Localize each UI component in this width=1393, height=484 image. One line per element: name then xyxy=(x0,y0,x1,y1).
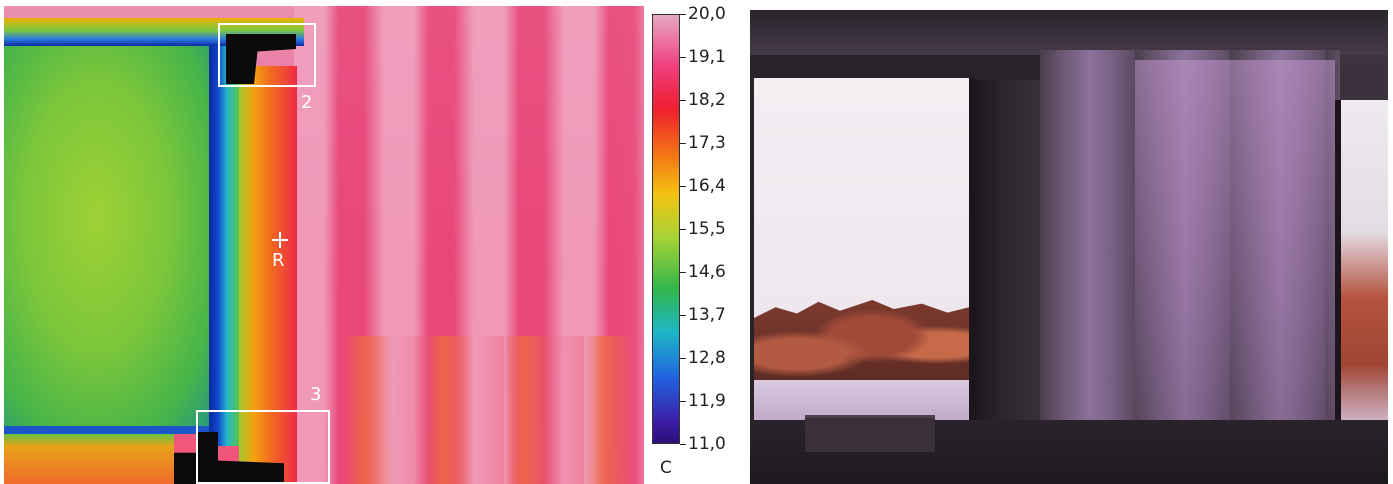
crosshair-marker-icon xyxy=(272,232,288,248)
scale-tick: 11,9 xyxy=(680,391,726,411)
trees-outside xyxy=(754,300,969,390)
scale-tick: 15,5 xyxy=(680,219,726,239)
window-pane-thermal xyxy=(4,46,215,434)
region-label-3: 3 xyxy=(310,384,322,405)
scale-tick: 14,6 xyxy=(680,262,726,282)
region-label-2: 2 xyxy=(301,92,313,113)
region-box-3 xyxy=(196,410,330,484)
window-sill-thermal xyxy=(4,434,174,484)
desk-object xyxy=(805,415,935,452)
scale-tick: 17,3 xyxy=(680,133,726,153)
visible-light-photo xyxy=(750,10,1388,484)
window-frame-middle xyxy=(975,80,1045,450)
curtain-light xyxy=(1135,60,1335,480)
window-right-glass xyxy=(1335,100,1388,430)
ceiling xyxy=(750,10,1388,55)
color-scale-ticks: 20,0 19,1 18,2 17,3 16,4 15,5 14,6 13,7 … xyxy=(680,4,750,454)
color-scale-bar xyxy=(652,14,680,444)
scale-tick: 19,1 xyxy=(680,47,726,67)
warm-lower-area xyxy=(344,336,644,484)
window-frame-cold xyxy=(209,46,239,446)
window-frame-warm xyxy=(239,66,297,484)
marker-label-r: R xyxy=(272,250,285,271)
scale-tick: 20,0 xyxy=(680,4,726,24)
scale-unit-label: C xyxy=(660,458,672,478)
region-box-2 xyxy=(218,23,316,87)
scale-tick: 18,2 xyxy=(680,90,726,110)
thermal-image: 2 3 R xyxy=(4,6,644,484)
scale-tick: 12,8 xyxy=(680,348,726,368)
scale-tick: 11,0 xyxy=(680,434,726,454)
scale-tick: 16,4 xyxy=(680,176,726,196)
scale-tick: 13,7 xyxy=(680,305,726,325)
